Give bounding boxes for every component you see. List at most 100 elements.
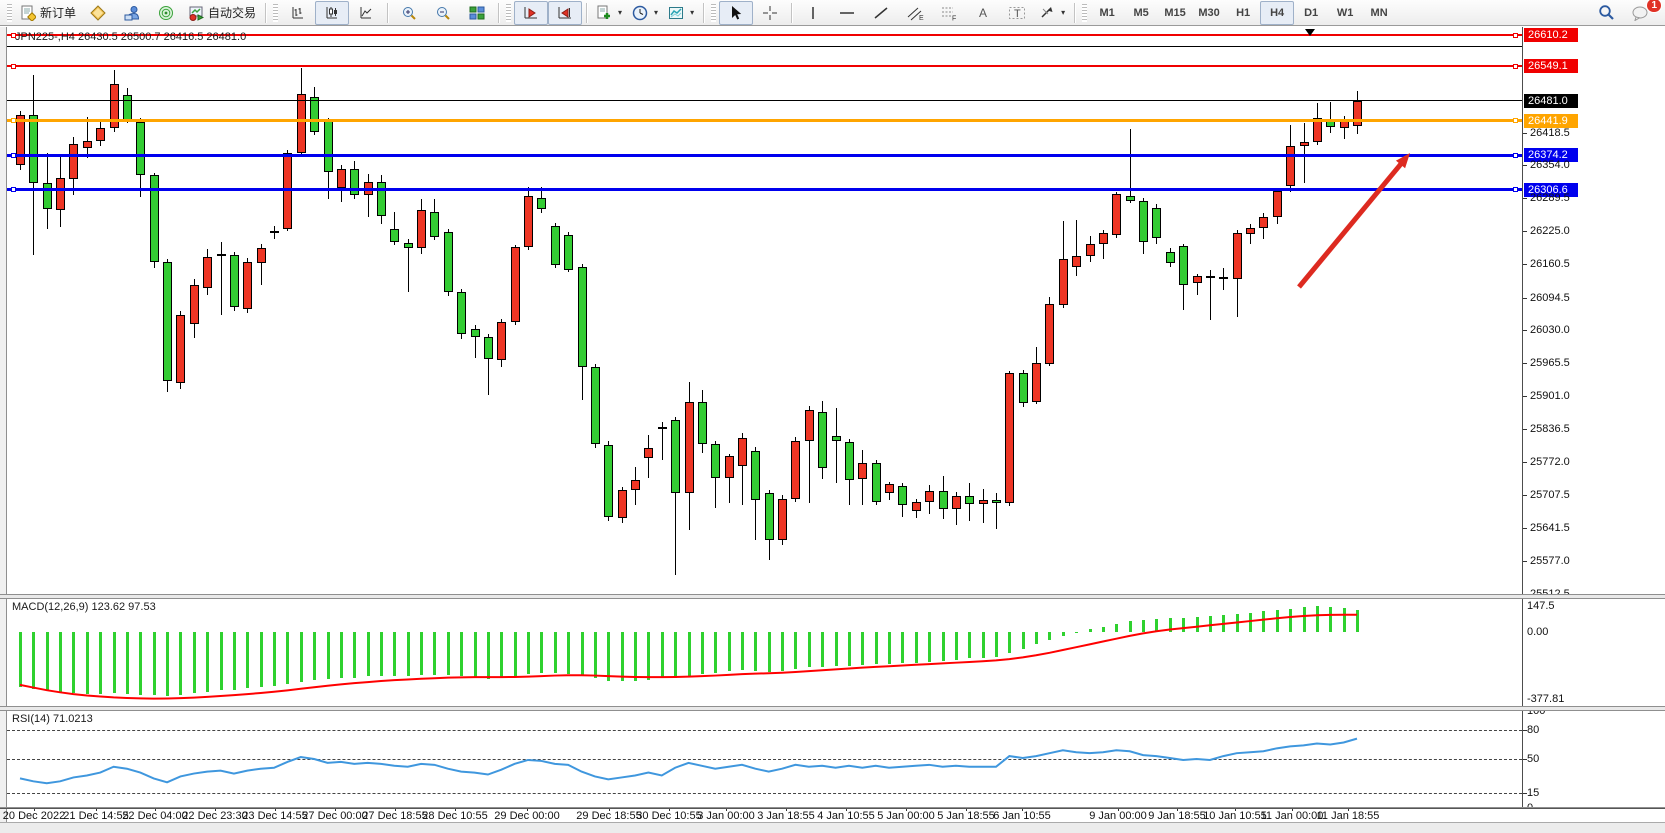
timeframe-M1[interactable]: M1	[1099, 6, 1115, 19]
crosshair-tool-button[interactable]	[753, 1, 787, 25]
line-end-handle[interactable]	[1513, 187, 1518, 193]
tile-windows-button[interactable]	[460, 1, 494, 25]
notifications-button[interactable]: 1	[1623, 0, 1662, 25]
line-end-handle[interactable]	[1513, 118, 1518, 124]
arrows-tool-button[interactable]: ▾	[1034, 1, 1070, 25]
rsi-pane[interactable]: RSI(14) 71.0213	[7, 710, 1522, 807]
price-level-line-resistance[interactable]	[7, 34, 1522, 36]
timeframe-W1[interactable]: W1	[1336, 6, 1354, 19]
autotrading-button[interactable]: 自动交易	[183, 1, 261, 25]
main-chart-plot[interactable]: JPN225-,H4 26430.5 26500.7 26416.5 26481…	[7, 27, 1522, 594]
channel-tool-button[interactable]: E	[898, 1, 932, 25]
price-level-line-level[interactable]	[7, 119, 1522, 123]
toolbar-grip[interactable]	[273, 3, 279, 22]
crosshair-icon	[763, 5, 778, 20]
window-left-border	[0, 27, 7, 822]
rsi-tick	[1523, 759, 1527, 760]
macd-histogram-bar	[500, 632, 504, 679]
macd-pane[interactable]: MACD(12,26,9) 123.62 97.53	[7, 598, 1522, 706]
profile-button[interactable]	[115, 1, 149, 25]
rsi-level-line	[7, 729, 1522, 731]
templates-button[interactable]: ▾	[663, 1, 699, 25]
dropdown-caret: ▾	[618, 8, 623, 17]
vertical-line-tool-button[interactable]	[796, 1, 830, 25]
price-level-line-support[interactable]	[7, 188, 1522, 192]
timeframe-M5[interactable]: M5	[1133, 6, 1149, 19]
macd-histogram-bar	[674, 632, 678, 678]
price-level-line-resistance[interactable]	[7, 65, 1522, 68]
fibonacci-tool-button[interactable]: F	[932, 1, 966, 25]
timeframe-M15[interactable]: M15	[1164, 6, 1186, 19]
candlestick-mode-button[interactable]	[315, 0, 350, 25]
bar-chart-mode-button[interactable]	[281, 1, 315, 25]
chart-shift-button[interactable]	[548, 0, 583, 25]
line-chart-mode-button[interactable]	[349, 1, 383, 25]
broadcast-button[interactable]	[149, 1, 183, 25]
line-end-handle[interactable]	[1513, 63, 1518, 69]
indicators-button[interactable]: ▾	[591, 1, 627, 25]
pane-splitter[interactable]	[0, 594, 1665, 599]
text-tool-button[interactable]: A	[966, 1, 1000, 25]
candle-wick	[728, 453, 730, 504]
macd-histogram-bar	[1222, 615, 1226, 632]
line-end-handle[interactable]	[1513, 152, 1518, 158]
timeframe-H4[interactable]: H4	[1260, 0, 1295, 25]
horizontal-line-tool-button[interactable]	[830, 1, 864, 25]
timeframe-toolbar: M1 M5 M15 M30 H1 H4 D1 W1 MN	[1090, 0, 1396, 25]
auto-scroll-button[interactable]	[514, 0, 549, 25]
price-axis[interactable]: 26610.2 26549.1 26481.0 26441.9 26374.2 26306…	[1523, 27, 1665, 822]
macd-histogram-bar	[1249, 612, 1253, 632]
time-tick	[1022, 808, 1023, 811]
svg-text:E: E	[919, 15, 924, 21]
timeframe-H1[interactable]: H1	[1236, 6, 1251, 19]
candle-body	[1259, 216, 1269, 229]
candle-body	[1232, 232, 1242, 279]
svg-text:T: T	[1014, 8, 1021, 20]
price-level-line-current-bid[interactable]	[7, 100, 1522, 102]
periods-button[interactable]: ▾	[627, 1, 663, 25]
toolbar-grip[interactable]	[7, 3, 12, 22]
time-axis[interactable]: 20 Dec 2022 21 Dec 14:55 22 Dec 04:00 22 De…	[3, 808, 1665, 822]
trendline-tool-button[interactable]	[864, 1, 898, 25]
time-label: 27 Dec 18:55	[362, 810, 428, 822]
time-tick	[155, 808, 156, 811]
line-end-handle[interactable]	[11, 118, 16, 124]
text-label-tool-button[interactable]: T	[1000, 1, 1034, 25]
toolbar-grip[interactable]	[506, 3, 512, 22]
separator	[703, 2, 705, 23]
line-end-handle[interactable]	[11, 63, 16, 69]
line-end-handle[interactable]	[11, 32, 16, 38]
macd-histogram-bar	[313, 632, 317, 680]
price-tick-label: 25707.5	[1530, 488, 1570, 501]
macd-histogram-bar	[1262, 611, 1266, 632]
macd-histogram-bar	[754, 632, 758, 672]
pane-splitter[interactable]	[0, 706, 1665, 711]
macd-histogram-bar	[406, 632, 410, 676]
candle-wick	[982, 489, 984, 523]
timeframe-D1[interactable]: D1	[1304, 6, 1319, 19]
toolbar: 新订单	[0, 0, 1665, 26]
line-end-handle[interactable]	[1513, 32, 1518, 38]
candle-body	[1072, 256, 1082, 268]
zoom-out-button[interactable]	[426, 1, 460, 25]
quotes-button[interactable]	[81, 1, 115, 25]
timeframe-MN[interactable]: MN	[1370, 6, 1388, 19]
price-level-line-support[interactable]	[7, 153, 1522, 157]
candle-body	[1139, 200, 1149, 242]
dropdown-caret: ▾	[690, 8, 695, 17]
candle-body	[1018, 372, 1028, 404]
price-tick-label: 25901.0	[1530, 390, 1570, 403]
cursor-tool-button[interactable]	[719, 0, 754, 25]
new-order-button[interactable]: 新订单	[15, 1, 81, 25]
line-end-handle[interactable]	[11, 152, 16, 158]
candle-wick	[1223, 268, 1225, 290]
rsi-label: RSI(14) 71.0213	[12, 713, 93, 725]
zoom-in-button[interactable]	[392, 1, 426, 25]
search-button[interactable]	[1589, 1, 1623, 25]
line-end-handle[interactable]	[11, 187, 16, 193]
price-level-line-plain[interactable]	[7, 45, 1522, 47]
timeframe-M30[interactable]: M30	[1198, 6, 1220, 19]
toolbar-grip[interactable]	[1082, 3, 1088, 22]
toolbar-grip[interactable]	[711, 3, 717, 22]
rsi-tick	[1523, 729, 1527, 731]
